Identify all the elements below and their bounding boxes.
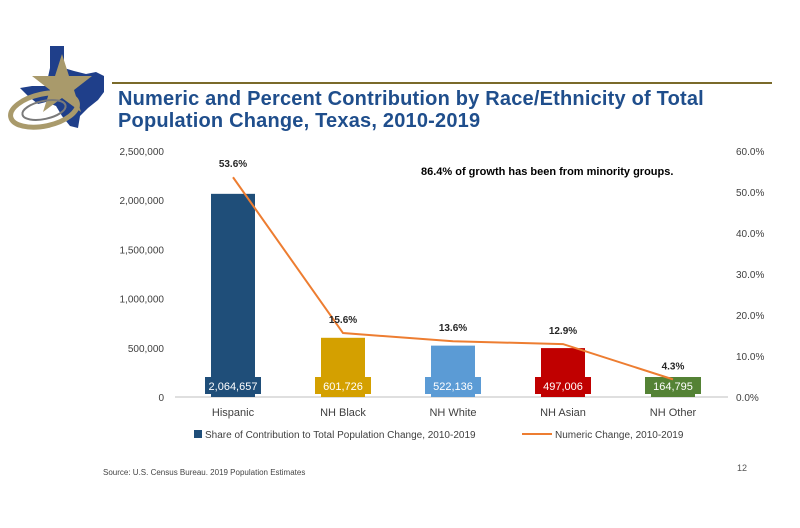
y-left-tick-label: 1,500,000 (120, 245, 165, 256)
y-right-tick-label: 0.0% (736, 393, 759, 404)
bar-value-label: 497,006 (543, 381, 583, 393)
line-value-label: 4.3% (662, 361, 685, 372)
y-left-tick-label: 2,500,000 (120, 147, 165, 158)
chart-annotation: 86.4% of growth has been from minority g… (421, 166, 673, 178)
title-rule (112, 82, 772, 84)
bar-value-label: 164,795 (653, 381, 693, 393)
line-value-label: 12.9% (549, 326, 577, 337)
bar-value-label: 522,136 (433, 381, 473, 393)
y-right-tick-label: 60.0% (736, 147, 764, 158)
bar-value-label-bg (425, 377, 481, 394)
y-left-tick-label: 0 (158, 393, 164, 404)
x-tick-label: NH White (429, 407, 476, 419)
page-title: Numeric and Percent Contribution by Race… (118, 88, 704, 132)
source-note: Source: U.S. Census Bureau. 2019 Populat… (103, 468, 306, 477)
bar-value-label-bg (315, 377, 371, 394)
bar-value-label: 601,726 (323, 381, 363, 393)
y-right-tick-label: 40.0% (736, 229, 764, 240)
bar-value-label: 2,064,657 (209, 381, 258, 393)
x-tick-label: NH Asian (540, 407, 586, 419)
line-value-label: 15.6% (329, 315, 357, 326)
bar-value-label-bg (205, 377, 261, 394)
y-right-tick-label: 20.0% (736, 311, 764, 322)
page-number: 12 (737, 463, 748, 473)
x-tick-label: Hispanic (212, 407, 255, 419)
legend-label-line: Numeric Change, 2010-2019 (555, 430, 684, 441)
x-tick-label: NH Other (650, 407, 697, 419)
y-left-tick-label: 1,000,000 (120, 295, 165, 306)
bar-value-label-bg (645, 377, 701, 394)
y-left-tick-label: 500,000 (128, 344, 165, 355)
x-tick-label: NH Black (320, 407, 366, 419)
texas-star-logo (8, 46, 104, 130)
star-icon (32, 54, 92, 112)
line-value-label: 13.6% (439, 323, 467, 334)
y-right-tick-label: 10.0% (736, 352, 764, 363)
swoosh-icon (8, 90, 80, 130)
bar-value-label-bg (535, 377, 591, 394)
legend-label-bar: Share of Contribution to Total Populatio… (205, 430, 476, 441)
bar-hispanic (211, 193, 255, 397)
legend-swatch-bar (194, 430, 202, 438)
line-value-label: 53.6% (219, 159, 247, 170)
y-right-tick-label: 30.0% (736, 270, 764, 281)
y-right-tick-label: 50.0% (736, 188, 764, 199)
y-left-tick-label: 2,000,000 (120, 196, 165, 207)
